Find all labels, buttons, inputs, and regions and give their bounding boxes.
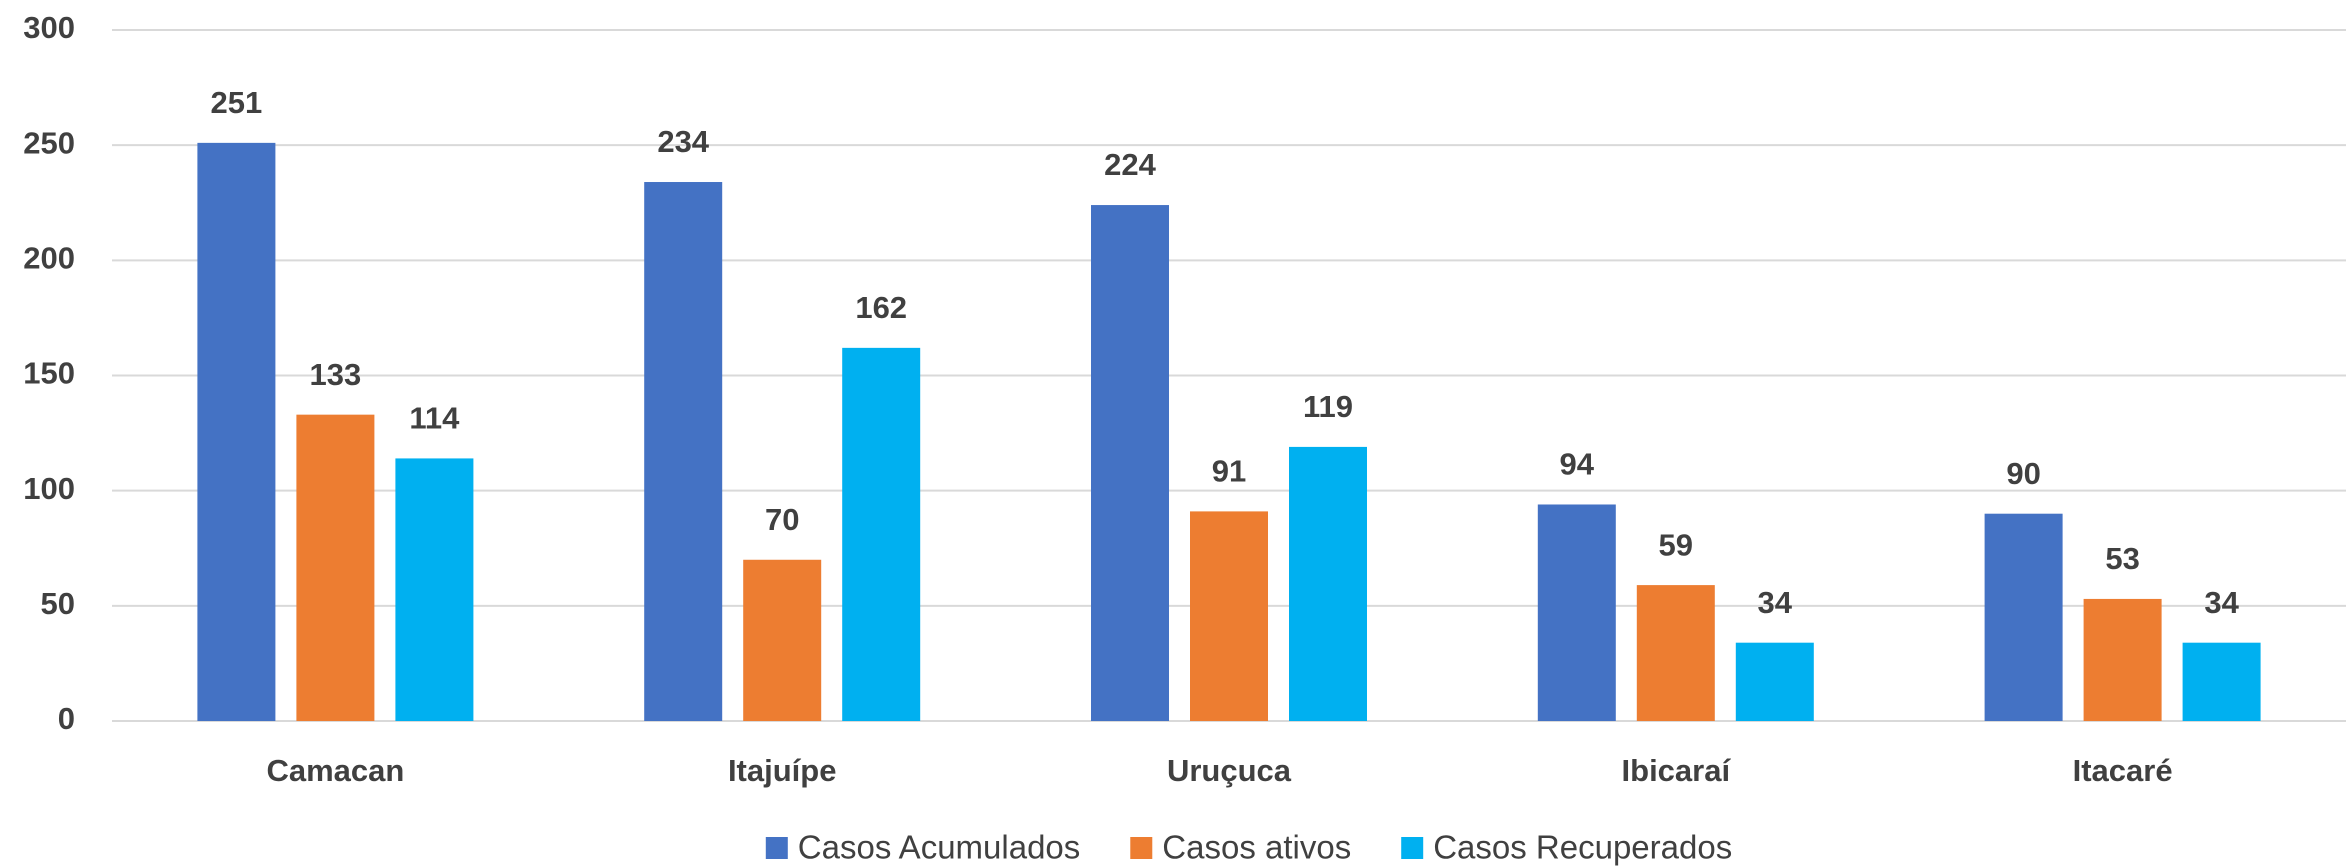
bar bbox=[1289, 446, 1367, 721]
y-tick-label: 300 bbox=[23, 10, 75, 45]
bar bbox=[644, 182, 723, 721]
data-label: 119 bbox=[1303, 389, 1353, 424]
bar bbox=[1537, 504, 1616, 721]
bar bbox=[1636, 585, 1715, 721]
bar bbox=[395, 458, 474, 721]
y-tick-label: 250 bbox=[23, 125, 75, 160]
y-tick-label: 50 bbox=[41, 586, 75, 621]
y-tick-label: 100 bbox=[23, 471, 75, 506]
bar bbox=[1091, 205, 1169, 721]
bar bbox=[842, 347, 921, 721]
data-label: 251 bbox=[211, 85, 263, 120]
bar bbox=[2182, 642, 2261, 721]
x-tick-label: Ibicaraí bbox=[1622, 753, 1732, 788]
legend-label: Casos Recuperados bbox=[1433, 829, 1732, 866]
data-label: 114 bbox=[409, 401, 460, 436]
y-tick-label: 150 bbox=[23, 356, 75, 391]
data-label: 34 bbox=[1758, 585, 1793, 620]
legend-swatch bbox=[1130, 837, 1153, 859]
bar bbox=[743, 559, 822, 721]
data-label: 234 bbox=[657, 124, 709, 159]
y-tick-label: 200 bbox=[23, 241, 75, 276]
bar bbox=[1190, 511, 1268, 721]
data-label: 53 bbox=[2105, 541, 2139, 576]
y-tick-label: 0 bbox=[58, 701, 75, 736]
bar bbox=[1984, 513, 2063, 721]
legend-label: Casos ativos bbox=[1162, 829, 1351, 866]
data-label: 133 bbox=[310, 357, 362, 392]
x-tick-label: Itacaré bbox=[2073, 753, 2173, 788]
bar bbox=[296, 414, 375, 721]
legend-swatch bbox=[1401, 837, 1424, 859]
data-label: 90 bbox=[2006, 456, 2040, 491]
data-label: 91 bbox=[1212, 454, 1246, 489]
x-tick-label: Uruçuca bbox=[1167, 753, 1292, 788]
data-label: 224 bbox=[1104, 147, 1156, 182]
x-tick-label: Itajuípe bbox=[728, 753, 837, 788]
data-label: 70 bbox=[765, 502, 799, 537]
bar bbox=[1735, 642, 1814, 721]
legend-swatch bbox=[765, 837, 788, 859]
x-tick-label: Camacan bbox=[266, 753, 404, 788]
bar bbox=[2083, 598, 2162, 721]
legend-label: Casos Acumulados bbox=[798, 829, 1080, 866]
data-label: 94 bbox=[1560, 447, 1595, 482]
bar bbox=[197, 142, 276, 721]
data-label: 59 bbox=[1659, 527, 1693, 562]
data-label: 34 bbox=[2204, 585, 2239, 620]
data-label: 162 bbox=[855, 290, 907, 325]
